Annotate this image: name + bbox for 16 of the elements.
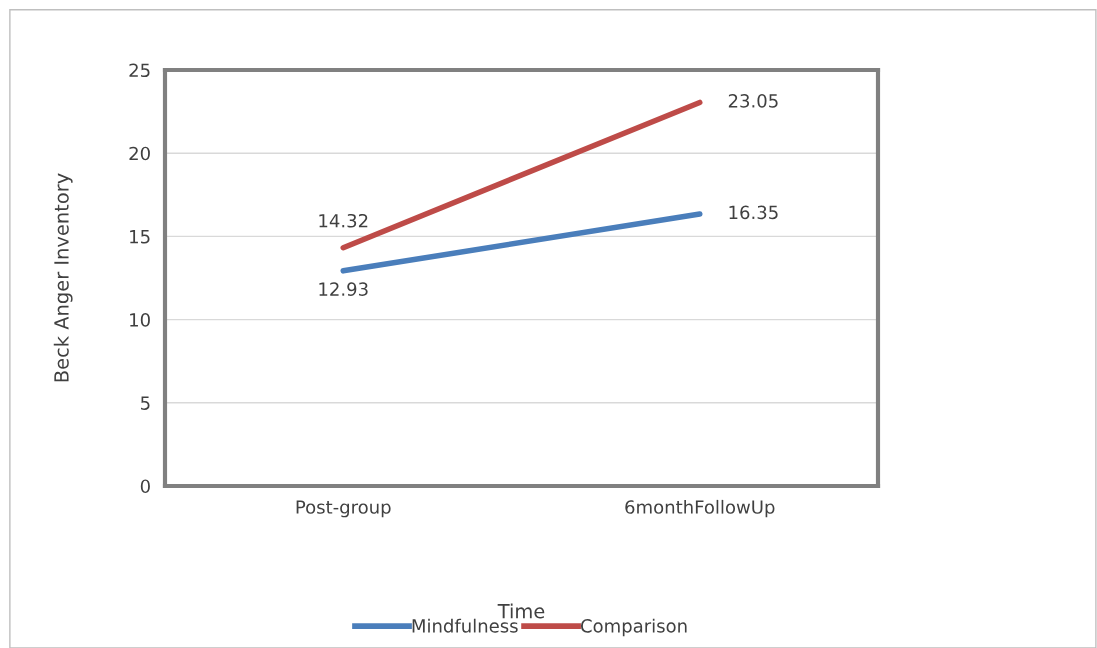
y-tick-label: 20 bbox=[129, 146, 150, 161]
y-tick-label: 10 bbox=[130, 313, 150, 327]
data-label: 23.05 bbox=[728, 94, 778, 108]
y-tick-label: 15 bbox=[130, 230, 150, 244]
data-label: 12.93 bbox=[319, 282, 368, 296]
y-tick-label: 0 bbox=[140, 479, 150, 494]
x-tick-label: Post-group bbox=[296, 500, 391, 518]
y-tick-label: 5 bbox=[141, 396, 150, 410]
y-tick-label: 25 bbox=[129, 63, 150, 78]
data-label: 16.35 bbox=[729, 205, 778, 220]
legend-label: Comparison bbox=[580, 618, 687, 637]
legend-label: Mindfulness bbox=[412, 618, 518, 633]
y-axis-title: Beck Anger Inventory bbox=[53, 173, 73, 382]
data-label: 14.32 bbox=[319, 213, 368, 228]
x-tick-label: 6monthFollowUp bbox=[625, 499, 775, 518]
x-axis-title: Time bbox=[497, 603, 545, 619]
